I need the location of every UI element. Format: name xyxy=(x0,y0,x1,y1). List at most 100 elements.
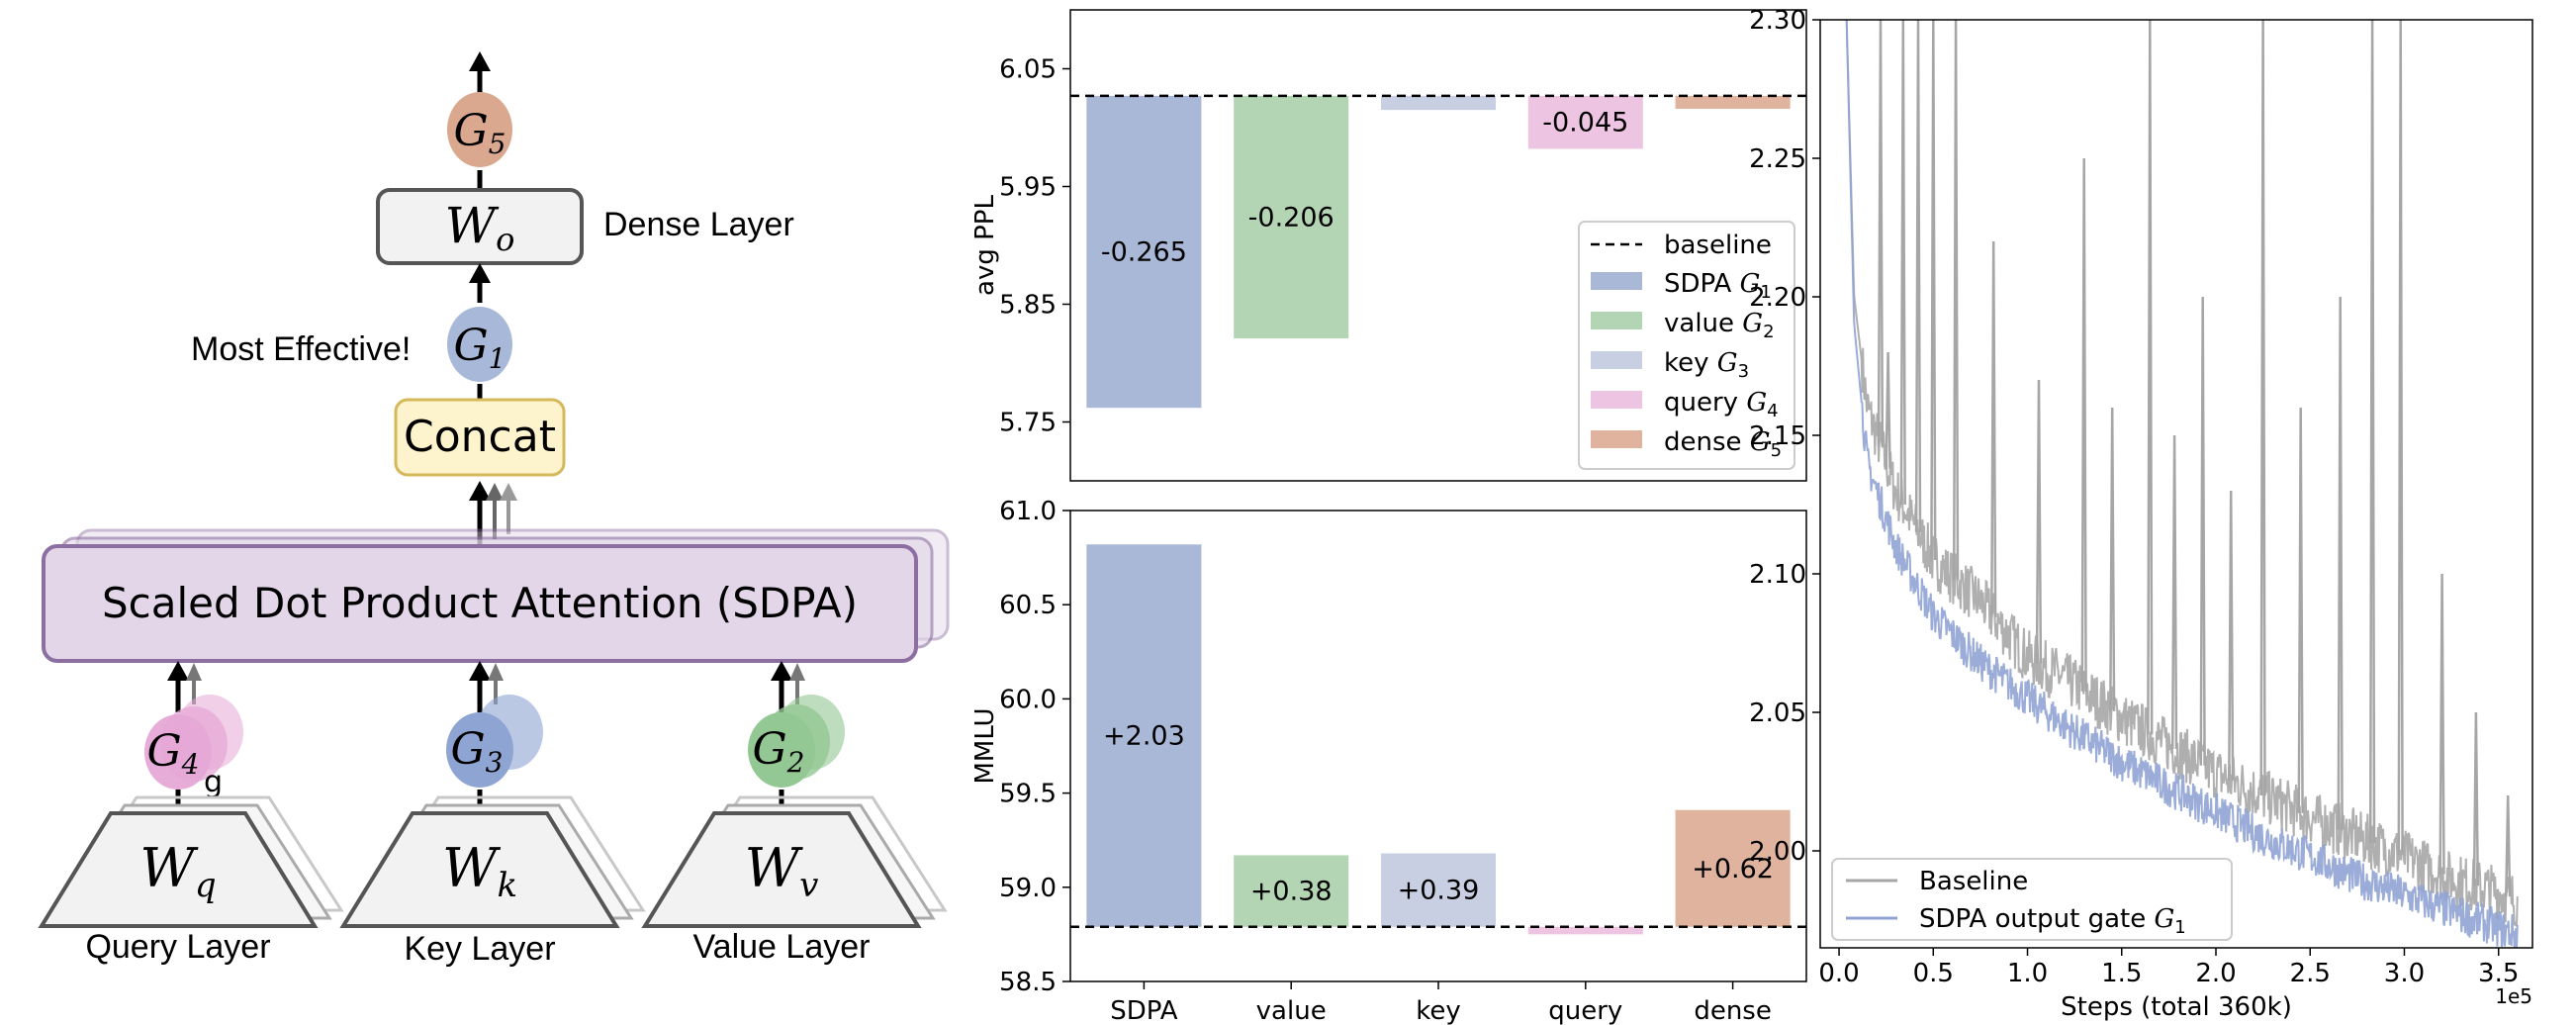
y-tick-label: 58.5 xyxy=(999,968,1057,997)
loss-spike xyxy=(2438,573,2445,875)
loss-spike xyxy=(1930,20,1937,561)
most-effective-label: Most Effective! xyxy=(191,330,411,368)
loss-series-1 xyxy=(1845,20,2519,948)
x-tick-label: 0.5 xyxy=(1913,959,1954,988)
wq-trapezoid-outline xyxy=(38,811,319,928)
y-tick-label: 2.00 xyxy=(1749,837,1806,867)
arrow-g1-wo-head xyxy=(469,263,491,283)
wv-label: Wv xyxy=(745,837,819,905)
loss-spike xyxy=(2472,711,2480,886)
loss-spike xyxy=(2199,296,2206,766)
y-tick-label: 2.30 xyxy=(1749,6,1806,36)
loss-spike xyxy=(1899,20,1906,506)
bar-key xyxy=(1380,95,1497,111)
y-tick-label: 2.25 xyxy=(1749,144,1806,174)
y-tick-label: 5.95 xyxy=(999,173,1057,203)
loss-spike xyxy=(2170,434,2178,750)
arrow-sdpa-concat-3-head xyxy=(500,483,517,501)
key-projection: Wk Key Layer xyxy=(339,795,646,968)
gate-g3-node xyxy=(446,712,513,788)
y-tick-label: 60.5 xyxy=(999,591,1057,620)
gate-g4-label: G4 xyxy=(147,726,200,781)
loss-spike xyxy=(1877,20,1885,447)
concat-box xyxy=(394,398,566,477)
stray-label: g xyxy=(204,765,223,799)
y-tick-label: 2.05 xyxy=(1749,699,1806,728)
architecture-diagram: G5 Wo Dense Layer G1 Most Effective! Con… xyxy=(38,51,950,968)
y-tick-label: 5.85 xyxy=(999,291,1057,321)
loss-spike xyxy=(2505,794,2512,897)
bar-value-label: -0.045 xyxy=(1542,108,1628,139)
query-layer-label: Query Layer xyxy=(85,928,270,966)
mmlu-y-axis-label: MMLU xyxy=(970,707,1000,784)
loss-spike xyxy=(2109,407,2116,711)
loss-spike xyxy=(2035,379,2043,664)
loss-x-axis-label: Steps (total 360k) xyxy=(2061,992,2292,1022)
ppl-y-axis: 5.75 5.85 5.95 6.05 xyxy=(999,55,1070,438)
loss-spike xyxy=(2228,490,2235,781)
bar-dense xyxy=(1675,95,1791,109)
loss-legend-frame xyxy=(1831,858,2233,941)
y-tick-label: 6.05 xyxy=(999,55,1057,85)
gate-g4-node xyxy=(144,714,212,790)
loss-spike xyxy=(2080,157,2087,692)
bar-dense xyxy=(1675,809,1791,927)
y-tick-label: 59.0 xyxy=(999,874,1057,903)
gate-g1-label: G1 xyxy=(454,321,506,375)
ppl-bars: -0.265 -0.206 -0.045 xyxy=(1070,94,1806,409)
value-projection: Wv Value Layer xyxy=(641,795,948,966)
legend-sdpa-swatch xyxy=(1591,272,1642,290)
gate-g5-node xyxy=(447,92,512,167)
bar-value-label: +2.03 xyxy=(1103,721,1185,752)
x-tick-label: value xyxy=(1256,996,1327,1025)
wo-label: Wo xyxy=(445,197,515,258)
loss-y-axis: 2.00 2.05 2.10 2.15 2.20 2.25 2.30 xyxy=(1749,6,1820,867)
legend-sdpa-label: SDPA G1 xyxy=(1664,269,1772,303)
x-tick-label: query xyxy=(1548,996,1622,1025)
x-tick-label: 0.0 xyxy=(1818,959,1859,988)
bar-query xyxy=(1527,95,1643,149)
value-layer-label: Value Layer xyxy=(693,928,871,966)
y-tick-label: 2.10 xyxy=(1749,560,1806,590)
y-tick-label: 60.0 xyxy=(999,685,1057,714)
loss-spike xyxy=(2147,20,2154,735)
mmlu-x-axis: SDPA value key query dense xyxy=(1110,981,1772,1025)
bar-value-label: -0.265 xyxy=(1101,237,1187,268)
gate-g3-label: G3 xyxy=(451,724,504,779)
x-tick-label: SDPA xyxy=(1110,996,1178,1025)
bar-SDPA xyxy=(1086,544,1202,927)
bar-value-label: +0.39 xyxy=(1398,876,1480,906)
loss-spike xyxy=(1885,351,1891,469)
sdpa-label: Scaled Dot Product Attention (SDPA) xyxy=(102,579,858,627)
loss-lines xyxy=(1845,20,2519,948)
arrows-gates-to-sdpa xyxy=(167,661,805,712)
bar-value xyxy=(1234,95,1349,339)
query-projection: Wq Query Layer xyxy=(38,795,344,966)
key-layer-label: Key Layer xyxy=(404,930,555,968)
gate-g1-node xyxy=(447,307,512,382)
bar-value-label: +0.38 xyxy=(1250,877,1333,907)
legend-baseline-series-label: Baseline xyxy=(1919,867,2028,896)
legend-key-swatch xyxy=(1591,351,1642,369)
output-arrowhead xyxy=(469,51,491,71)
loss-line-chart: 2.00 2.05 2.10 2.15 2.20 2.25 2.30 0.0 0.5 1.0 1.… xyxy=(1749,6,2533,1022)
bar-SDPA xyxy=(1086,95,1202,409)
x-tick-label: 1.0 xyxy=(2007,959,2048,988)
x-tick-label: dense xyxy=(1694,996,1772,1025)
arrow-sdpa-concat-head xyxy=(469,481,491,501)
ppl-legend: baseline SDPA G1 value G2 key G3 query G… xyxy=(1578,221,1795,470)
y-tick-label: 59.5 xyxy=(999,780,1057,809)
x-tick-label: 2.5 xyxy=(2290,959,2331,988)
mmlu-bars: +2.03 +0.38 +0.39 +0.62 xyxy=(1070,544,1806,935)
x-tick-label: key xyxy=(1416,996,1461,1025)
legend-value-label: value G2 xyxy=(1664,309,1775,342)
legend-baseline-label: baseline xyxy=(1664,231,1772,260)
ppl-plot-frame xyxy=(1069,9,1807,482)
legend-dense-swatch xyxy=(1591,430,1642,448)
x-tick-label: 2.0 xyxy=(2195,959,2236,988)
bar-value xyxy=(1234,855,1349,927)
x-tick-label: 3.0 xyxy=(2384,959,2425,988)
arrow-sdpa-concat-2-head xyxy=(486,483,504,501)
bar-key xyxy=(1380,853,1497,927)
loss-spike xyxy=(2368,20,2376,844)
